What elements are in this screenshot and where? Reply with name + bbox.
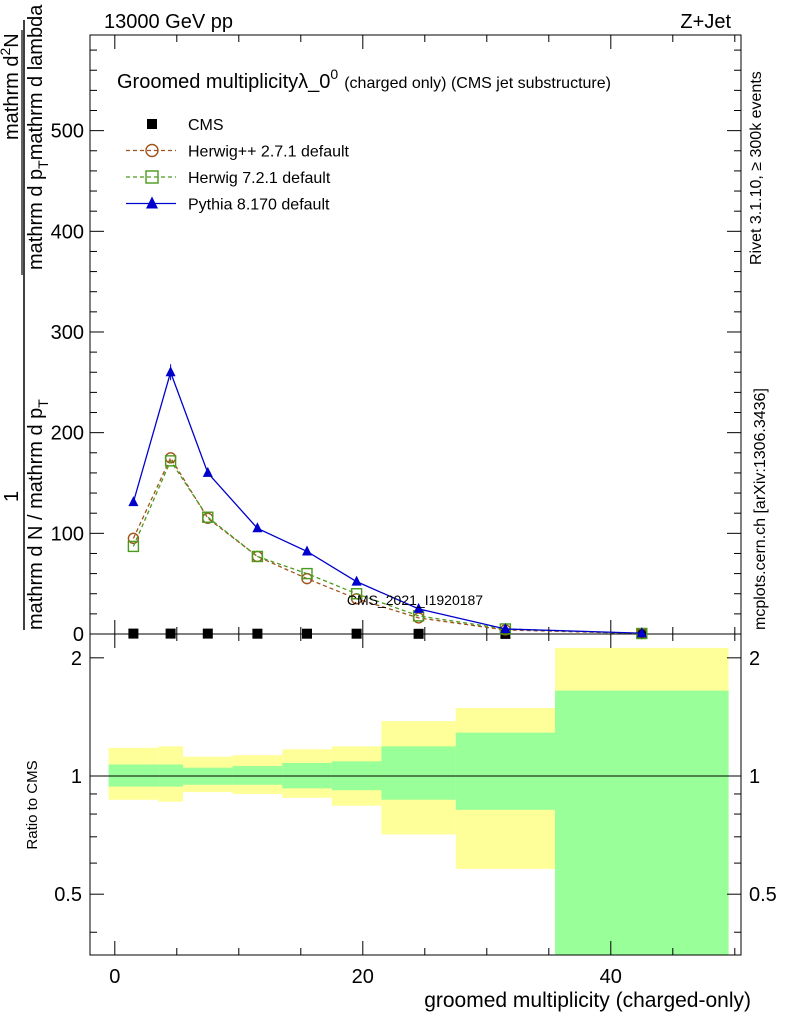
- series-point-3-5: [351, 575, 362, 586]
- title-main: Groomed multiplicityλ_0: [117, 71, 330, 93]
- series-point-3-0: [128, 496, 139, 507]
- x-tick-label-0: 0: [109, 966, 120, 988]
- plot-title: Groomed multiplicityλ_00 (charged only) (…: [117, 66, 611, 93]
- series-3: [128, 364, 647, 638]
- legend-label-0: CMS: [188, 117, 224, 134]
- rivet-label: Rivet 3.1.10, ≥ 300k events: [748, 71, 765, 265]
- series-point-3-3: [252, 522, 263, 533]
- ratio-inner-band-7: [455, 732, 555, 810]
- data-series: [127, 364, 648, 640]
- x-tick-label-20: 20: [352, 966, 374, 988]
- series-point-0-5: [351, 628, 362, 639]
- series-point-0-0: [128, 628, 139, 639]
- process-label: Z+Jet: [680, 11, 731, 33]
- title-sub: (charged only) (CMS jet substructure): [344, 75, 611, 92]
- ratio-bands: [108, 647, 729, 955]
- y-tick-label-400: 400: [51, 221, 84, 243]
- ylabel-denom-main: mathrm d N / mathrm d p: [25, 408, 47, 630]
- series-point-2-5: [350, 588, 363, 600]
- series-point-3-2: [202, 466, 213, 477]
- watermark: CMS_2021_I1920187: [347, 592, 483, 608]
- series-line-2: [132, 459, 642, 635]
- ylabel-frac-numer: mathrm d2N: [0, 33, 23, 140]
- legend-label-2: Herwig 7.2.1 default: [188, 170, 331, 187]
- ratio-tick-label-0.5: 0.5: [54, 884, 82, 906]
- legend-label-1: Herwig++ 2.7.1 default: [188, 144, 350, 161]
- title-sup: 0: [330, 66, 338, 82]
- series-point-0-1: [165, 628, 176, 639]
- series-point-0-3: [252, 628, 263, 639]
- legend-marker-1: [145, 143, 159, 158]
- ylabel-one: 1: [1, 491, 23, 502]
- x-axis-label: groomed multiplicity (charged-only): [424, 989, 751, 1012]
- series-point-2-0: [127, 540, 140, 553]
- y-tick-label-0: 0: [73, 624, 84, 646]
- series-point-3-7: [500, 622, 511, 633]
- y-tick-label-200: 200: [51, 423, 84, 445]
- ratio-tick-label-2: 2: [71, 648, 82, 670]
- series-point-0-6: [413, 628, 424, 639]
- series-point-1-0: [127, 532, 140, 545]
- ylabel-frac-numer-main: mathrm d: [1, 56, 23, 140]
- ratio-tick-label-right-1: 1: [749, 766, 760, 788]
- legend: CMS Herwig++ 2.7.1 default Herwig 7.2.1 de…: [126, 117, 350, 214]
- ratio-inner-band-8: [555, 690, 729, 955]
- legend-marker-0: [147, 119, 157, 129]
- series-point-2-2: [202, 511, 214, 523]
- legend-marker-2: [145, 170, 159, 184]
- series-point-3-1: [165, 366, 176, 377]
- ratio-inner-band-3: [232, 766, 283, 785]
- series-1: [127, 452, 648, 640]
- series-point-2-1: [164, 455, 177, 467]
- x-tick-label-40: 40: [600, 966, 622, 988]
- ylabel-frac-denom-main: mathrm d p: [25, 169, 47, 270]
- y-axis-label: 1 mathrm d N / mathrm d pT mathrm d2N ma…: [0, 4, 51, 630]
- legend-marker-3: [146, 196, 158, 209]
- series-point-2-3: [251, 550, 264, 563]
- ratio-ylabel: Ratio to CMS: [24, 760, 41, 849]
- legend-label-3: Pythia 8.170 default: [188, 197, 330, 214]
- series-point-0-2: [202, 628, 213, 639]
- ratio-tick-label-right-0.5: 0.5: [749, 884, 777, 906]
- series-point-3-6: [413, 602, 424, 613]
- series-point-0-4: [302, 628, 312, 639]
- energy-label: 13000 GeV pp: [104, 11, 233, 33]
- ylabel-frac-numer-tail: N: [1, 33, 23, 47]
- ylabel-denominator: mathrm d N / mathrm d pT: [25, 399, 51, 630]
- series-point-2-4: [301, 567, 313, 580]
- ratio-tick-label-right-2: 2: [749, 648, 760, 670]
- series-point-3-8: [636, 627, 647, 638]
- ylabel-frac-denom: mathrm d pTmathrm d lambda: [25, 4, 51, 270]
- y-tick-label-300: 300: [51, 322, 84, 344]
- y-tick-label-500: 500: [51, 121, 84, 143]
- mcplots-label: mcplots.cern.ch [arXiv:1306.3436]: [752, 388, 769, 630]
- ylabel-frac-denom-tail: mathrm d lambda: [25, 4, 47, 160]
- ratio-inner-band-6: [381, 746, 456, 800]
- ylabel-denom-sub: T: [35, 399, 51, 408]
- ratio-tick-label-1: 1: [71, 766, 82, 788]
- ylabel-frac-denom-sub: T: [35, 160, 51, 169]
- y-tick-label-100: 100: [51, 523, 84, 545]
- series-point-3-4: [302, 545, 312, 556]
- series-2: [127, 455, 648, 640]
- ylabel-frac-numer-sup: 2: [0, 48, 13, 56]
